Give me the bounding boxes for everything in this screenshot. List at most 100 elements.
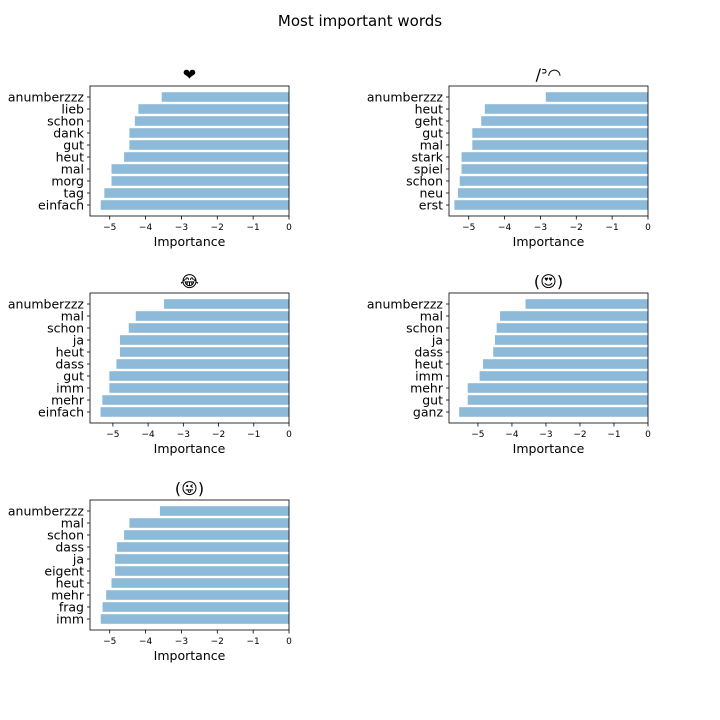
bar xyxy=(104,188,289,198)
category-label: mal xyxy=(420,138,443,153)
category-label: dass xyxy=(55,357,84,372)
bar xyxy=(115,554,290,564)
bar xyxy=(135,311,289,321)
category-label: imm xyxy=(56,612,84,627)
bar xyxy=(481,116,648,126)
category-label: anumberzzz xyxy=(367,297,444,312)
bar xyxy=(129,140,289,150)
subplot-title: ❤ xyxy=(183,65,196,84)
category-label: stark xyxy=(412,150,444,165)
bar xyxy=(493,347,648,357)
category-label: mal xyxy=(61,309,84,324)
x-tick-label: −2 xyxy=(212,430,225,440)
category-label: schon xyxy=(406,321,443,336)
category-label: gut xyxy=(422,393,443,408)
bar xyxy=(100,407,289,417)
category-label: gut xyxy=(63,369,84,384)
category-label: mal xyxy=(420,309,443,324)
x-tick-label: −3 xyxy=(175,637,188,647)
x-tick-label: −2 xyxy=(211,223,224,233)
category-label: anumberzzz xyxy=(8,297,85,312)
bar xyxy=(496,323,648,333)
category-label: ja xyxy=(72,552,84,567)
bar xyxy=(116,542,289,552)
category-label: mal xyxy=(61,516,84,531)
subplot-title: 😂 xyxy=(180,272,199,291)
category-label: gut xyxy=(63,138,84,153)
bar xyxy=(124,530,289,540)
x-tick-label: −4 xyxy=(141,430,155,440)
bar xyxy=(457,188,648,198)
bar xyxy=(163,299,289,309)
category-label: imm xyxy=(415,369,443,384)
category-label: schon xyxy=(47,321,84,336)
category-label: dank xyxy=(53,126,85,141)
x-tick-label: 0 xyxy=(286,637,292,647)
subplot-title: /ᐣ◠ xyxy=(536,65,562,84)
category-label: schon xyxy=(47,528,84,543)
bar xyxy=(138,104,289,114)
category-label: tag xyxy=(64,186,85,201)
bar xyxy=(115,566,290,576)
category-label: anumberzzz xyxy=(8,90,85,105)
bar xyxy=(129,128,289,138)
x-tick-label: −3 xyxy=(175,223,188,233)
x-tick-label: −5 xyxy=(471,430,484,440)
bar xyxy=(102,602,289,612)
category-label: lieb xyxy=(61,102,84,117)
x-tick-label: −1 xyxy=(607,430,620,440)
category-label: ganz xyxy=(413,405,444,420)
category-label: heut xyxy=(56,576,85,591)
bar xyxy=(461,164,648,174)
subplot-title: (😜) xyxy=(175,479,204,498)
category-label: spiel xyxy=(414,162,443,177)
bar xyxy=(483,359,648,369)
x-tick-label: −5 xyxy=(103,637,116,647)
bar xyxy=(109,383,290,393)
bar xyxy=(102,395,290,405)
category-label: anumberzzz xyxy=(8,504,85,519)
bar xyxy=(119,335,289,345)
category-label: heut xyxy=(415,357,444,372)
bar xyxy=(459,407,648,417)
bar xyxy=(134,116,289,126)
x-tick-label: −4 xyxy=(139,637,153,647)
category-label: heut xyxy=(56,150,85,165)
category-label: mehr xyxy=(51,588,85,603)
x-tick-label: 0 xyxy=(286,223,292,233)
category-label: einfach xyxy=(38,198,84,213)
x-tick-label: 0 xyxy=(645,223,651,233)
bar xyxy=(119,347,289,357)
subplot-4: (😍) anumberzzzmalschonjadassheutimmmehrgu… xyxy=(367,272,651,456)
category-label: mal xyxy=(61,162,84,177)
x-tick-label: −1 xyxy=(247,430,260,440)
category-label: schon xyxy=(47,114,84,129)
bar xyxy=(479,371,648,381)
x-axis-label: Importance xyxy=(513,234,585,249)
category-label: einfach xyxy=(38,405,84,420)
bar xyxy=(124,152,289,162)
category-label: dass xyxy=(414,345,443,360)
x-tick-label: −1 xyxy=(247,637,260,647)
bar xyxy=(111,164,289,174)
bar xyxy=(472,140,648,150)
bar xyxy=(461,152,648,162)
x-tick-label: 0 xyxy=(645,430,651,440)
category-label: eigent xyxy=(44,564,84,579)
category-label: morg xyxy=(51,174,84,189)
axes-frame xyxy=(89,499,290,631)
x-tick-label: −4 xyxy=(498,223,512,233)
bar xyxy=(111,578,289,588)
category-label: neu xyxy=(419,186,443,201)
category-label: mehr xyxy=(410,381,444,396)
x-tick-label: −5 xyxy=(103,223,116,233)
category-label: erst xyxy=(419,198,443,213)
bar xyxy=(467,395,648,405)
bar xyxy=(161,92,289,102)
category-label: geht xyxy=(415,114,444,129)
x-tick-label: −4 xyxy=(139,223,153,233)
bar xyxy=(116,359,290,369)
bar xyxy=(128,323,289,333)
x-tick-label: −5 xyxy=(462,223,475,233)
